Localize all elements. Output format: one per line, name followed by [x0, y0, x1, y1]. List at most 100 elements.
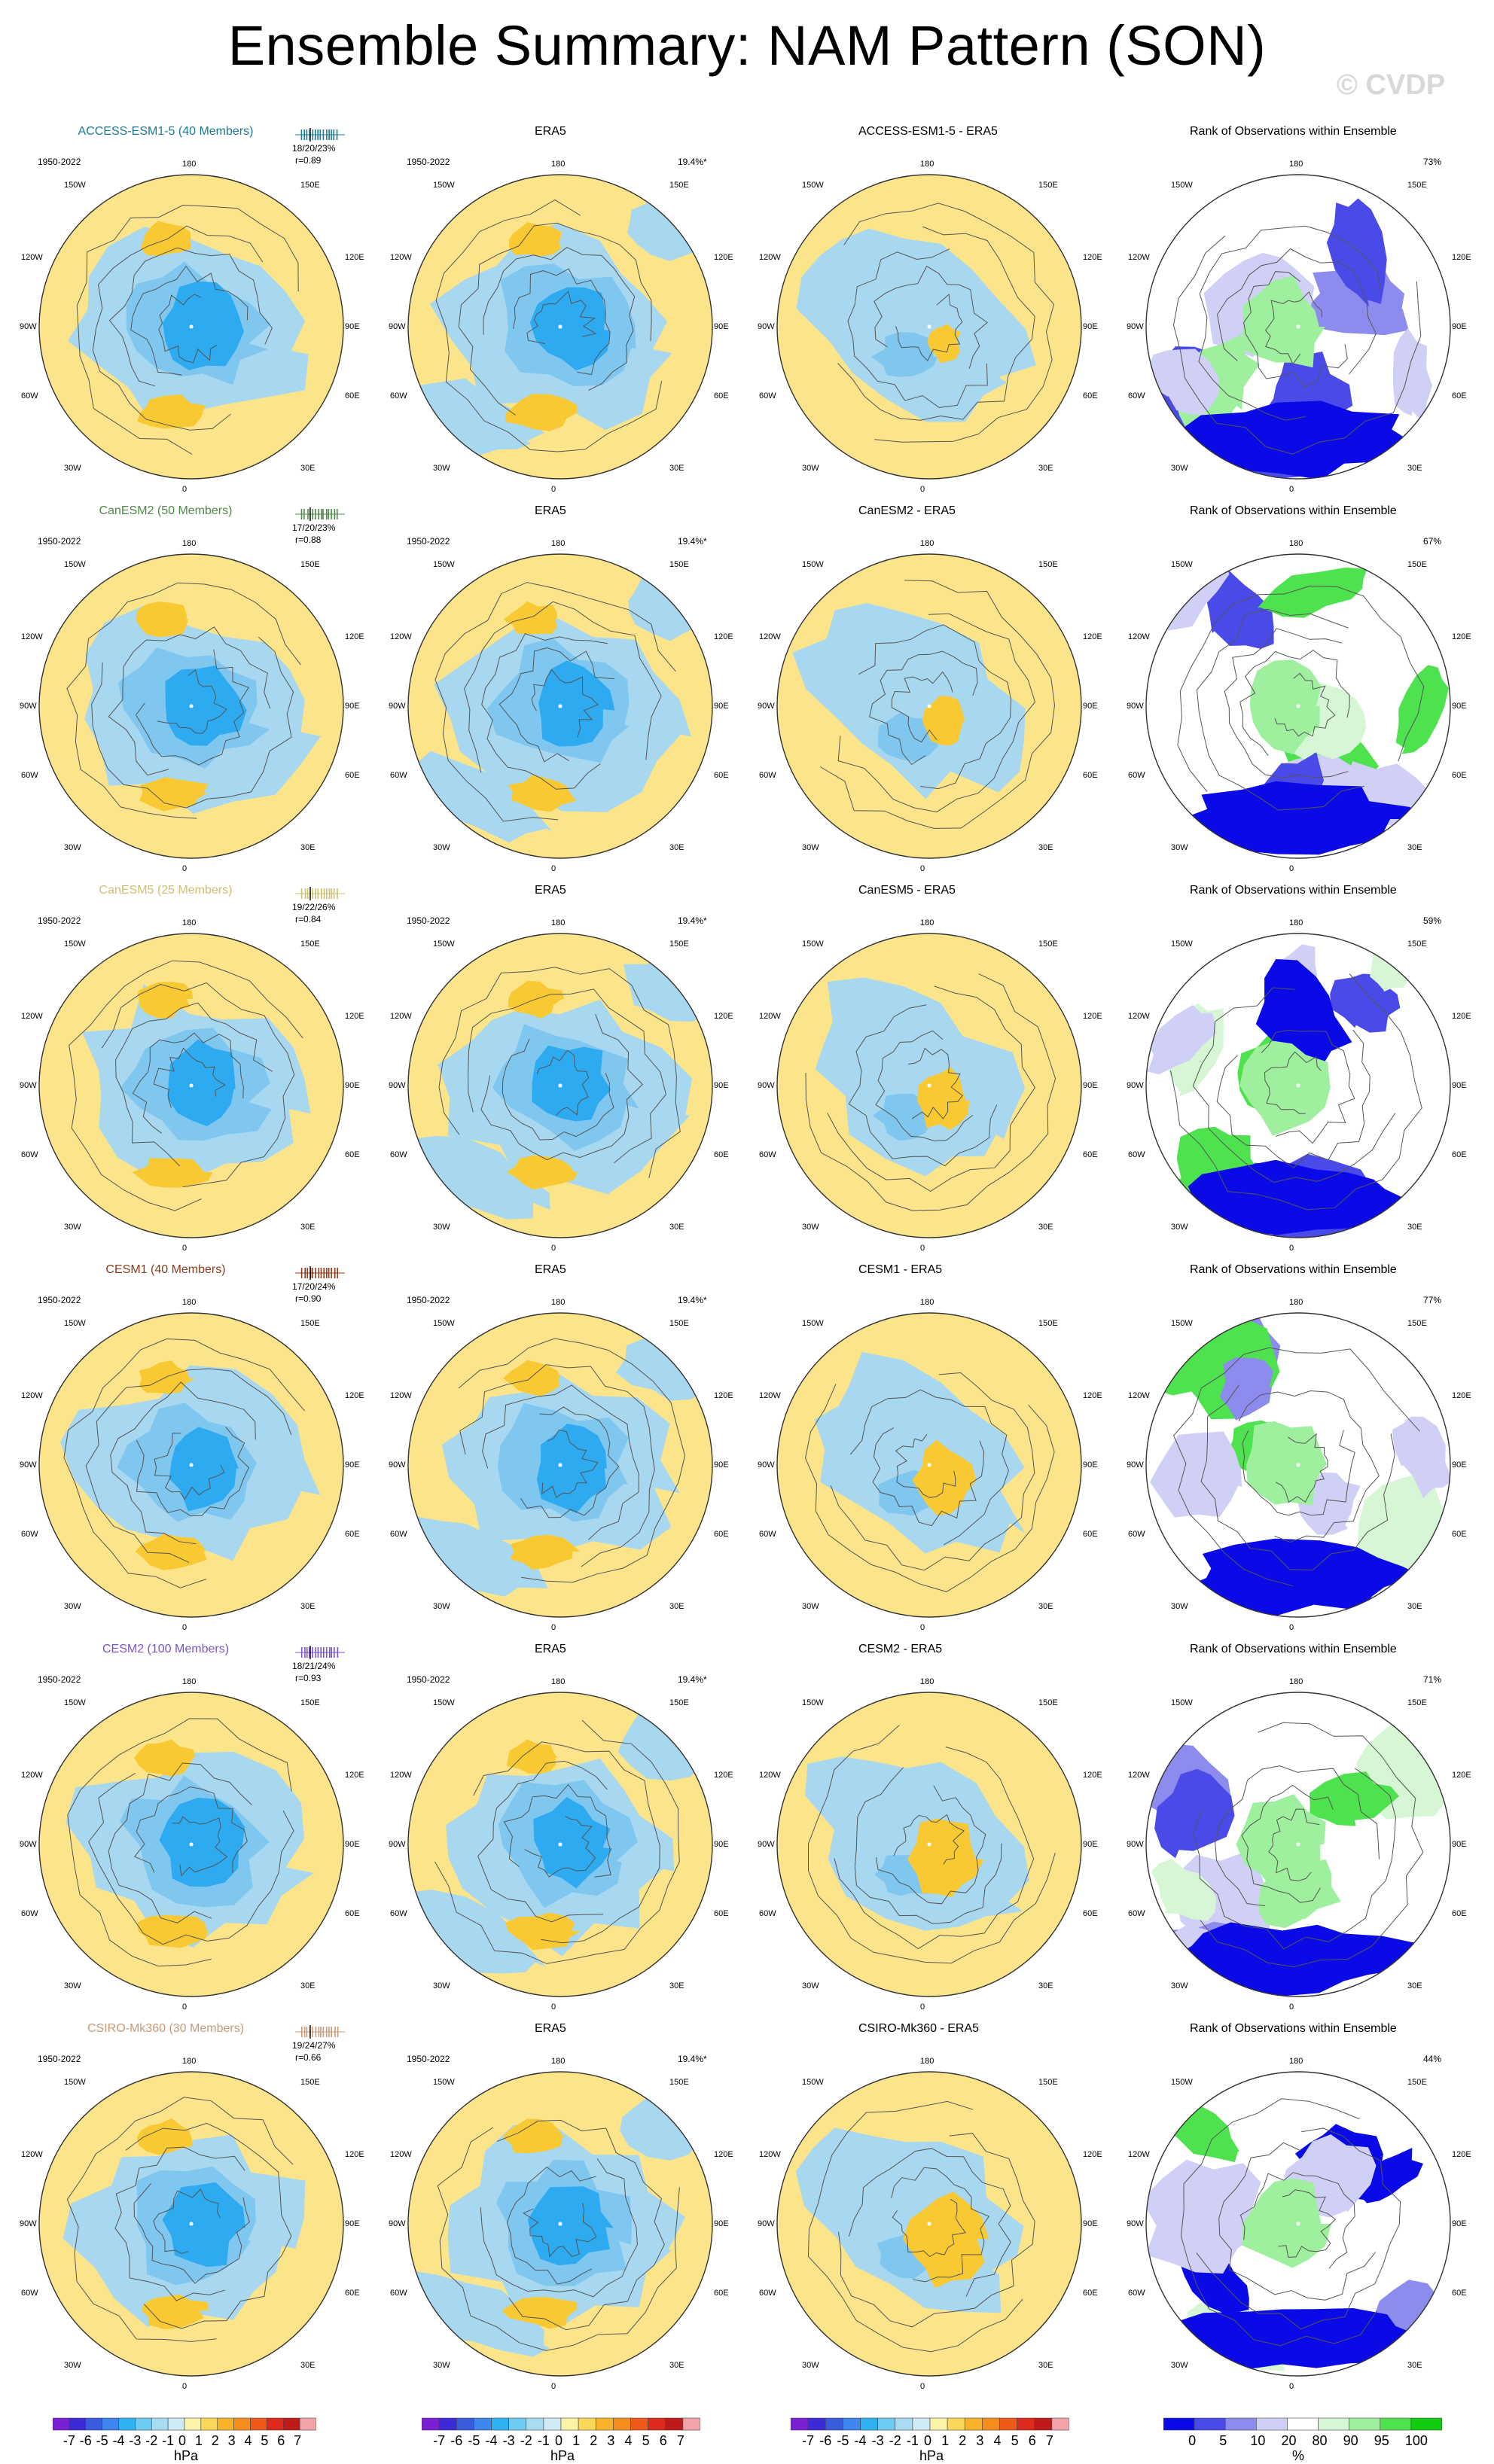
anomaly-negative-core — [533, 1797, 613, 1889]
longitude-label: 150W — [802, 1698, 824, 1707]
page-title: Ensemble Summary: NAM Pattern (SON) — [227, 14, 1267, 77]
longitude-label: 150E — [300, 2078, 320, 2087]
longitude-label: 30E — [1407, 1223, 1422, 1232]
variance-spark-marks — [295, 1266, 345, 1280]
anomaly-positive — [139, 1360, 196, 1394]
colorbar-swatch — [1224, 2417, 1257, 2431]
colorbar-tick-label: 5 — [1219, 2433, 1227, 2448]
longitude-label: 120E — [345, 2150, 364, 2159]
colorbar-tick-label: -7 — [802, 2433, 815, 2448]
longitude-label: 90E — [714, 322, 729, 331]
obs-title: ERA5 — [535, 125, 566, 138]
longitude-label: 150E — [1407, 1698, 1427, 1707]
pole-marker — [927, 2222, 931, 2226]
longitude-label: 30E — [1038, 2361, 1053, 2370]
pole-marker — [1296, 324, 1300, 329]
longitude-label: 30W — [1171, 2361, 1188, 2370]
longitude-label: 60W — [759, 1530, 776, 1539]
longitude-label: 30E — [669, 1981, 684, 1990]
longitude-label: 0 — [1289, 485, 1294, 494]
coastline — [76, 204, 299, 455]
longitude-label: 60W — [390, 2289, 407, 2298]
colorbar-swatch — [578, 2417, 596, 2431]
longitude-label: 60W — [21, 391, 38, 401]
model-title: CanESM2 (50 Members) — [99, 504, 233, 517]
colorbar-tick-label: 2 — [590, 2433, 598, 2448]
longitude-label: 90W — [758, 1460, 775, 1470]
difference-negative — [814, 1351, 1025, 1554]
pole-marker — [558, 1083, 563, 1088]
longitude-label: 180 — [1289, 160, 1303, 169]
colorbar-tick-label: 7 — [294, 2433, 302, 2448]
longitude-label: 120W — [759, 253, 781, 262]
period-label: 1950-2022 — [38, 1295, 81, 1305]
rank-percent: 71% — [1423, 1674, 1442, 1685]
longitude-label: 30W — [802, 1223, 819, 1232]
colorbar-swatch — [250, 2417, 267, 2431]
longitude-label: 60E — [1083, 2289, 1098, 2298]
rank-field — [1174, 1538, 1426, 1616]
model-title: CSIRO-Mk360 (30 Members) — [87, 2022, 245, 2035]
longitude-label: 150W — [802, 181, 824, 190]
colorbar-swatch — [1194, 2417, 1226, 2431]
difference-title: CESM1 - ERA5 — [858, 1263, 943, 1276]
longitude-label: 150W — [1171, 1319, 1193, 1328]
longitude-label: 180 — [551, 160, 566, 169]
rank-field — [1168, 401, 1425, 479]
rank-field — [1202, 568, 1274, 649]
period-label: 1950-2022 — [407, 1295, 450, 1305]
colorbar-swatch — [1410, 2417, 1442, 2431]
colorbar-tick-label: -7 — [63, 2433, 75, 2448]
longitude-label: 30W — [64, 1981, 81, 1990]
longitude-label: 180 — [1289, 2057, 1303, 2066]
longitude-label: 90W — [20, 1081, 37, 1090]
map-border — [407, 2071, 713, 2377]
pole-marker — [189, 324, 194, 329]
longitude-label: 30E — [300, 464, 316, 473]
colorbar-tick-label: 5 — [642, 2433, 650, 2448]
colorbar-unit: hPa — [174, 2448, 199, 2463]
colorbar-tick-label: 6 — [1028, 2433, 1036, 2448]
longitude-label: 0 — [551, 2382, 556, 2391]
colorbar-swatch — [69, 2417, 87, 2431]
colorbar-tick-label: -2 — [145, 2433, 158, 2448]
difference-positive — [917, 1067, 970, 1130]
coastline — [63, 1338, 306, 1588]
rank-field — [1148, 349, 1219, 415]
colorbar-tick-label: 0 — [555, 2433, 563, 2448]
longitude-label: 90E — [1452, 1840, 1467, 1849]
map-border — [1145, 2071, 1451, 2377]
longitude-label: 60E — [714, 1909, 729, 1918]
longitude-label: 30W — [433, 1981, 450, 1990]
anomaly-negative — [408, 1135, 550, 1220]
period-label: 1950-2022 — [407, 1674, 450, 1685]
map-border — [407, 553, 713, 859]
longitude-label: 120W — [1128, 1012, 1150, 1021]
pole-marker — [1296, 704, 1300, 708]
colorbar-swatch — [791, 2417, 809, 2431]
coastline — [807, 2100, 1035, 2353]
longitude-label: 30W — [1171, 1602, 1188, 1611]
colorbar-tick-label: 3 — [976, 2433, 984, 2448]
pole-marker — [927, 1083, 931, 1088]
longitude-label: 30E — [1038, 1602, 1053, 1611]
coastline — [1172, 225, 1422, 455]
map-border — [38, 933, 344, 1238]
longitude-label: 120W — [759, 1391, 781, 1400]
variance-spark-marks — [295, 887, 345, 900]
polar-map — [776, 1692, 1082, 1997]
longitude-label: 180 — [182, 160, 197, 169]
longitude-label: 150W — [433, 2078, 455, 2087]
pole-marker — [558, 1463, 563, 1467]
variance-label: 18/20/23% — [292, 143, 336, 154]
difference-title: CESM2 - ERA5 — [858, 1643, 943, 1655]
colorbar-swatch — [1051, 2417, 1069, 2431]
period-label: 1950-2022 — [407, 915, 450, 926]
coastline — [1170, 973, 1422, 1211]
longitude-label: 0 — [920, 864, 925, 873]
colorbar-tick-label: 6 — [659, 2433, 667, 2448]
pattern-correlation: r=0.89 — [295, 155, 322, 166]
longitude-label: 180 — [1289, 1298, 1303, 1307]
longitude-label: 90W — [1127, 1081, 1144, 1090]
colorbar-tick-label: -7 — [433, 2433, 446, 2448]
